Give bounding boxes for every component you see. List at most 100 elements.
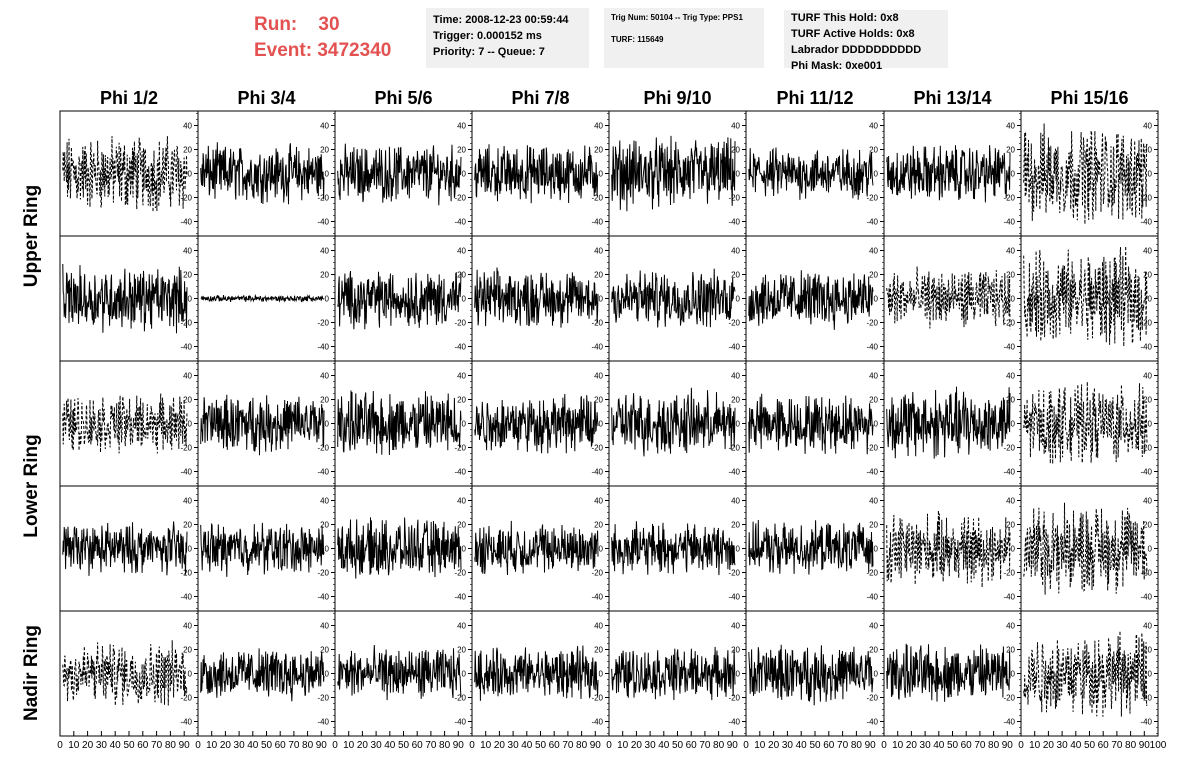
y-tick-label: -40	[591, 343, 603, 352]
x-tick-label: 50	[261, 740, 273, 751]
y-tick-label: 0	[462, 670, 467, 679]
waveform-trace-r5-c3	[337, 644, 462, 701]
waveform-trace-r2-c6	[748, 270, 874, 330]
y-tick-label: -20	[1003, 194, 1015, 203]
x-tick-label: 70	[288, 740, 300, 751]
x-tick-label: 50	[947, 740, 959, 751]
y-tick-label: 40	[183, 622, 192, 631]
y-tick-label: -20	[728, 694, 740, 703]
y-tick-label: 20	[1143, 396, 1152, 405]
y-tick-label: -20	[728, 569, 740, 578]
y-tick-label: -40	[728, 468, 740, 477]
y-tick-label: -20	[454, 444, 466, 453]
waveform-trace-r4-c1	[62, 521, 188, 576]
y-tick-label: 0	[599, 670, 604, 679]
row-label-1: Upper Ring	[21, 185, 42, 287]
x-tick-label: 90	[727, 740, 739, 751]
y-tick-label: 20	[457, 646, 466, 655]
y-tick-label: 40	[731, 247, 740, 256]
x-tick-label: 50	[809, 740, 821, 751]
y-tick-label: 20	[1143, 646, 1152, 655]
row-label-2: Lower Ring	[21, 434, 42, 537]
run-value: 30	[318, 14, 340, 35]
x-tick-label: 50	[672, 740, 684, 751]
y-tick-label: -20	[317, 694, 329, 703]
y-tick-label: 20	[320, 646, 329, 655]
y-tick-label: -40	[591, 718, 603, 727]
y-tick-label: 40	[1006, 622, 1015, 631]
y-tick-label: 0	[325, 295, 330, 304]
y-tick-label: -40	[317, 593, 329, 602]
y-tick-label: 0	[1011, 545, 1016, 554]
x-tick-label: 80	[576, 740, 588, 751]
y-tick-label: 20	[183, 646, 192, 655]
x-tick-label: 90	[865, 740, 877, 751]
y-tick-label: 0	[736, 545, 741, 554]
y-tick-label: 40	[457, 122, 466, 131]
y-tick-label: -40	[728, 218, 740, 227]
y-tick-label: -40	[591, 468, 603, 477]
x-tick-label: 30	[508, 740, 520, 751]
x-tick-label: 80	[713, 740, 725, 751]
y-tick-label: 20	[869, 271, 878, 280]
y-tick-label: -20	[728, 194, 740, 203]
x-tick-label: 70	[425, 740, 437, 751]
waveform-trace-r1-c2	[200, 142, 325, 205]
x-tick-label: 30	[371, 740, 383, 751]
y-tick-label: 20	[731, 521, 740, 530]
column-title-3: Phi 5/6	[374, 88, 432, 108]
y-tick-label: 20	[1006, 646, 1015, 655]
y-tick-label: -40	[1003, 343, 1015, 352]
x-tick-label: 0	[469, 740, 475, 751]
y-tick-label: -20	[180, 569, 192, 578]
waveform-trace-r3-c4	[474, 393, 599, 454]
y-tick-label: -20	[1003, 444, 1015, 453]
x-tick-label: 40	[247, 740, 259, 751]
waveform-trace-r5-c7	[886, 643, 1011, 702]
y-tick-label: -40	[1140, 718, 1152, 727]
waveform-trace-r2-c2	[200, 293, 325, 303]
waveform-trace-r4-c8	[1023, 502, 1148, 595]
y-tick-label: 0	[1011, 295, 1016, 304]
y-tick-label: 40	[731, 372, 740, 381]
y-tick-label: 0	[874, 295, 879, 304]
plot-cell-frame	[1020, 485, 1159, 612]
y-tick-label: 20	[869, 646, 878, 655]
turf-text: TURF: 115649	[611, 35, 664, 44]
y-tick-label: 0	[874, 545, 879, 554]
x-tick-label: 90	[1002, 740, 1014, 751]
y-tick-label: -40	[454, 218, 466, 227]
y-tick-label: -40	[1140, 218, 1152, 227]
y-tick-label: -20	[866, 569, 878, 578]
x-tick-label: 60	[412, 740, 424, 751]
waveform-trace-r1-c5	[611, 135, 736, 212]
x-tick-label: 10	[617, 740, 629, 751]
y-tick-label: 0	[188, 170, 193, 179]
y-tick-label: 20	[731, 146, 740, 155]
y-tick-label: 20	[457, 146, 466, 155]
y-tick-label: 20	[320, 396, 329, 405]
waveform-trace-r5-c4	[474, 645, 599, 701]
y-tick-label: 40	[731, 622, 740, 631]
y-tick-label: -20	[1003, 694, 1015, 703]
x-tick-label: 80	[165, 740, 177, 751]
y-tick-label: 20	[183, 396, 192, 405]
y-tick-label: -20	[180, 444, 192, 453]
x-tick-label: 30	[234, 740, 246, 751]
waveform-trace-r2-c7	[886, 266, 1011, 330]
y-tick-label: 0	[325, 170, 330, 179]
y-tick-label: 0	[736, 670, 741, 679]
y-tick-label: -40	[1140, 593, 1152, 602]
y-tick-label: -40	[866, 218, 878, 227]
x-tick-label: 60	[275, 740, 287, 751]
waveform-trace-r3-c8	[1023, 381, 1148, 465]
y-tick-label: 20	[594, 646, 603, 655]
y-tick-label: -20	[866, 194, 878, 203]
y-tick-label: 40	[320, 622, 329, 631]
y-tick-label: -20	[866, 319, 878, 328]
y-tick-label: 40	[594, 372, 603, 381]
priority-text: Priority: 7 -- Queue: 7	[433, 46, 545, 58]
y-tick-label: 40	[1006, 497, 1015, 506]
column-title-1: Phi 1/2	[100, 88, 158, 108]
y-tick-label: 20	[1143, 146, 1152, 155]
